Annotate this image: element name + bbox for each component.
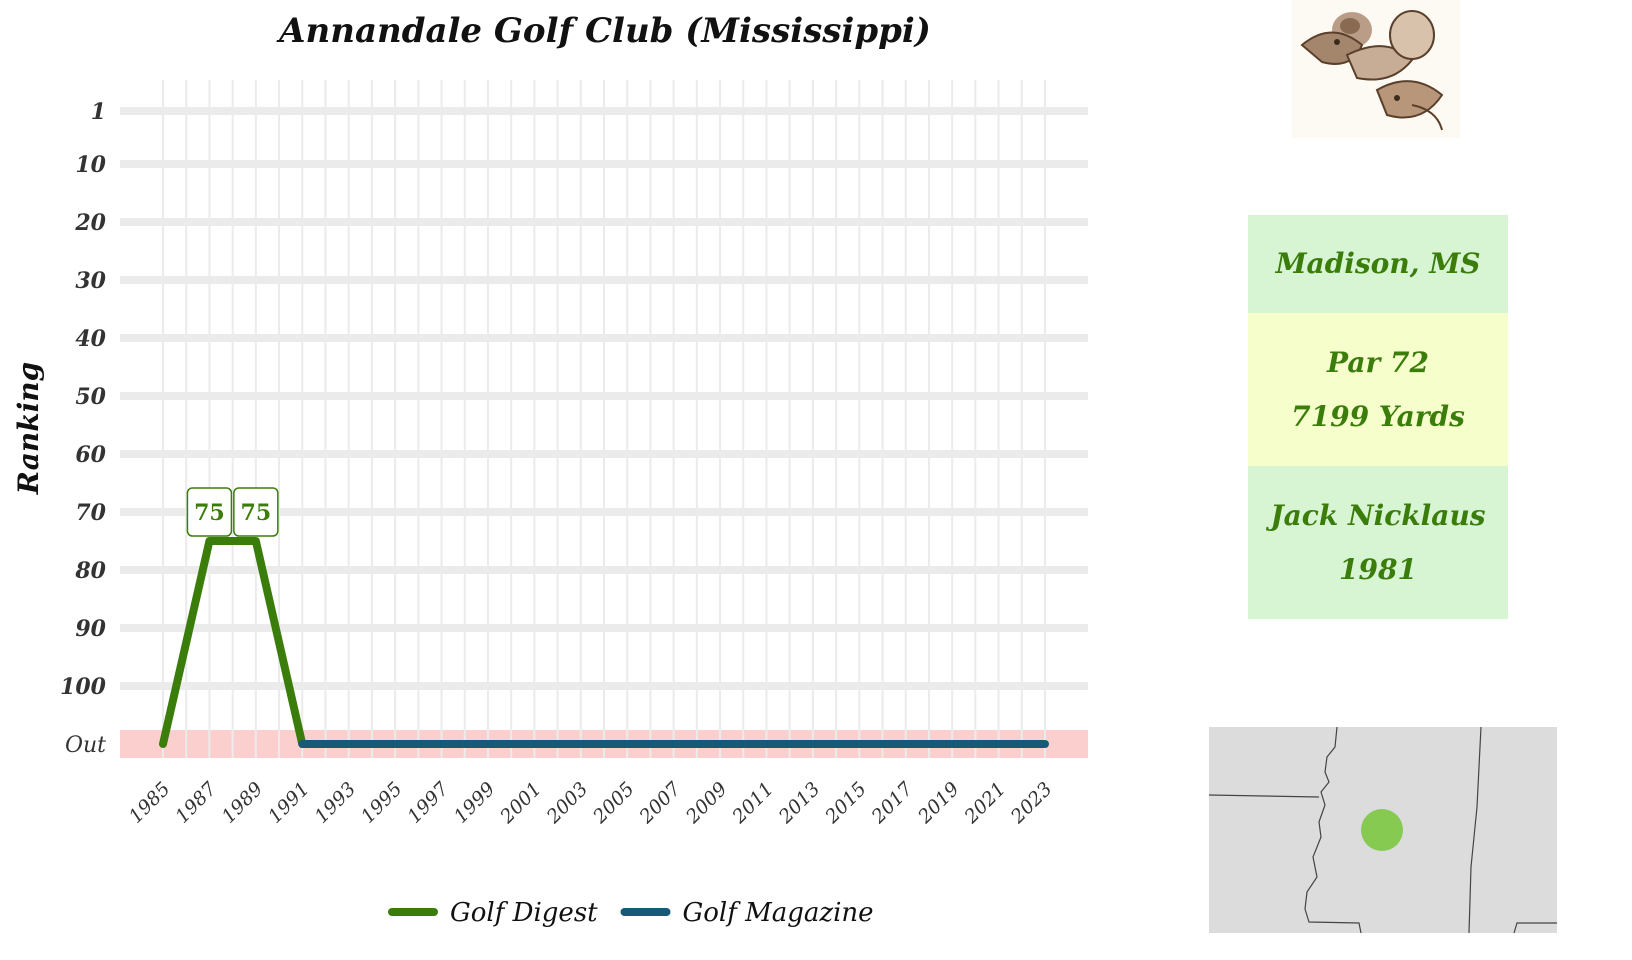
- quail-birds-logo: [1292, 0, 1460, 138]
- x-tick-label: 2009: [681, 778, 731, 828]
- architect-card: Jack Nicklaus 1981: [1248, 466, 1508, 619]
- x-tick-label: 1993: [310, 778, 360, 828]
- par-text: Par 72: [1327, 345, 1429, 379]
- x-tick-label: 2023: [1006, 778, 1056, 828]
- x-tick-label: 1987: [171, 777, 221, 827]
- data-label: 75: [194, 500, 225, 526]
- x-tick-label: 2013: [774, 778, 824, 828]
- legend-label: Golf Digest: [450, 898, 598, 928]
- y-tick-label: 100: [60, 674, 107, 700]
- y-tick-label: 70: [75, 500, 106, 526]
- chart-title: Annandale Golf Club (Mississippi): [276, 11, 931, 51]
- legend-label: Golf Magazine: [683, 898, 874, 928]
- x-tick-label: 1989: [218, 778, 268, 828]
- location-card: Madison, MS: [1248, 215, 1508, 313]
- x-tick-label: 2011: [728, 778, 778, 828]
- y-tick-label: 30: [75, 268, 106, 294]
- y-tick-label: 20: [74, 210, 106, 236]
- x-tick-label: 2021: [960, 778, 1010, 828]
- x-tick-label: 2001: [495, 778, 545, 828]
- x-tick-label: 2015: [820, 778, 870, 828]
- x-tick-label: 1991: [264, 778, 314, 828]
- architect-text: Jack Nicklaus: [1270, 498, 1486, 532]
- state-location-map: [1209, 727, 1557, 933]
- year-text: 1981: [1339, 552, 1417, 586]
- data-label-box: [233, 487, 279, 537]
- y-tick-label: 90: [75, 616, 106, 642]
- x-tick-label: 1997: [403, 777, 453, 827]
- y-tick-label: 50: [75, 384, 106, 410]
- y-tick-label: 10: [75, 152, 106, 178]
- course-card: Par 72 7199 Yards: [1248, 313, 1508, 466]
- x-tick-label: 1995: [357, 778, 407, 828]
- x-tick-label: 2005: [588, 778, 638, 828]
- data-label-box: [186, 487, 233, 537]
- series-line-golf-digest: [159, 537, 307, 748]
- x-tick-label: 1985: [125, 778, 175, 828]
- x-tick-label: 2019: [913, 778, 963, 828]
- y-tick-label: 40: [75, 326, 106, 352]
- y-axis-title: Ranking: [12, 362, 45, 495]
- yards-text: 7199 Yards: [1291, 399, 1465, 433]
- chart-legend: Golf Digest Golf Magazine: [388, 898, 874, 928]
- y-tick-label: 1: [91, 99, 106, 125]
- x-tick-label: 2017: [867, 777, 918, 828]
- y-tick-label: 60: [75, 442, 106, 468]
- location-text: Madison, MS: [1275, 247, 1481, 280]
- x-tick-label: 2003: [542, 778, 592, 828]
- x-tick-label: 1999: [450, 778, 500, 828]
- course-location-marker: [1361, 809, 1403, 851]
- y-tick-label: 80: [74, 558, 106, 584]
- x-tick-label: 2007: [635, 777, 686, 828]
- plot-area: 1102030405060708090100Out198519871989199…: [60, 80, 1088, 828]
- y-tick-label: Out: [65, 733, 106, 758]
- data-label: 75: [241, 500, 272, 526]
